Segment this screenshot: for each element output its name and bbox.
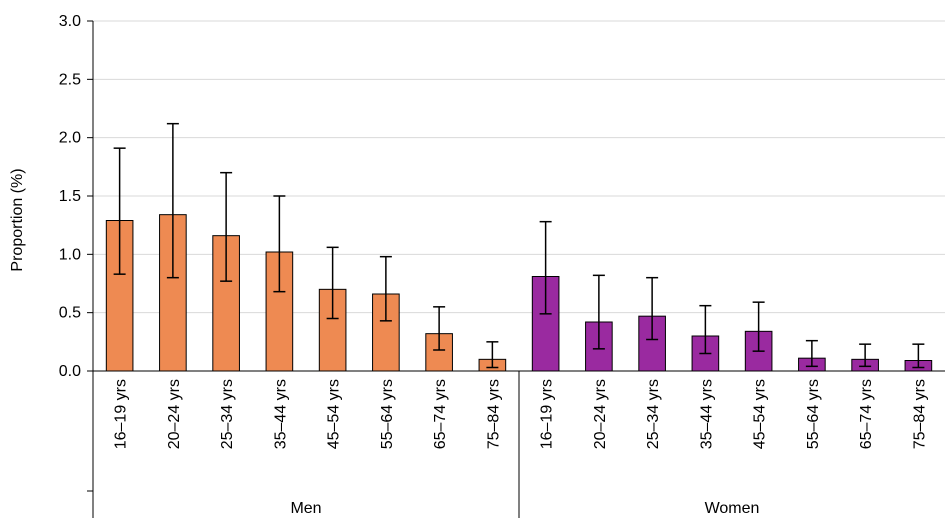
group-labels: Men Women xyxy=(290,500,759,517)
bars xyxy=(105,214,933,372)
category-label: 65–74 yrs xyxy=(432,379,449,449)
y-axis-tick-labels: 0.0 0.5 1.0 1.5 2.0 2.5 3.0 xyxy=(59,13,81,380)
category-label: 25–34 yrs xyxy=(219,379,236,449)
y-tick-label: 0.0 xyxy=(59,363,81,380)
axes xyxy=(87,20,945,518)
category-label: 16–19 yrs xyxy=(113,379,130,449)
category-label: 35–44 yrs xyxy=(272,379,289,449)
y-tick-label: 1.5 xyxy=(59,188,81,205)
category-label: 20–24 yrs xyxy=(592,379,609,449)
category-label: 65–74 yrs xyxy=(858,379,875,449)
category-label: 45–54 yrs xyxy=(752,379,769,449)
category-label: 20–24 yrs xyxy=(166,379,183,449)
category-label: 75–84 yrs xyxy=(911,379,928,449)
category-label: 45–54 yrs xyxy=(326,379,343,449)
error-bars xyxy=(113,122,925,369)
y-axis-label: Proportion (%) xyxy=(9,168,26,271)
y-tick-label: 3.0 xyxy=(59,13,81,30)
group-label: Women xyxy=(705,500,760,517)
category-label: 75–84 yrs xyxy=(485,379,502,449)
category-label: 25–34 yrs xyxy=(645,379,662,449)
y-tick-label: 2.0 xyxy=(59,130,81,147)
category-labels: 16–19 yrs 20–24 yrs 25–34 yrs 35–44 yrs 45–5… xyxy=(113,379,929,449)
category-label: 16–19 yrs xyxy=(539,379,556,449)
category-label: 55–64 yrs xyxy=(379,379,396,449)
y-tick-label: 2.5 xyxy=(59,71,81,88)
category-label: 35–44 yrs xyxy=(698,379,715,449)
group-label: Men xyxy=(290,500,321,517)
y-tick-label: 1.0 xyxy=(59,246,81,263)
category-label: 55–64 yrs xyxy=(805,379,822,449)
y-tick-label: 0.5 xyxy=(59,305,81,322)
